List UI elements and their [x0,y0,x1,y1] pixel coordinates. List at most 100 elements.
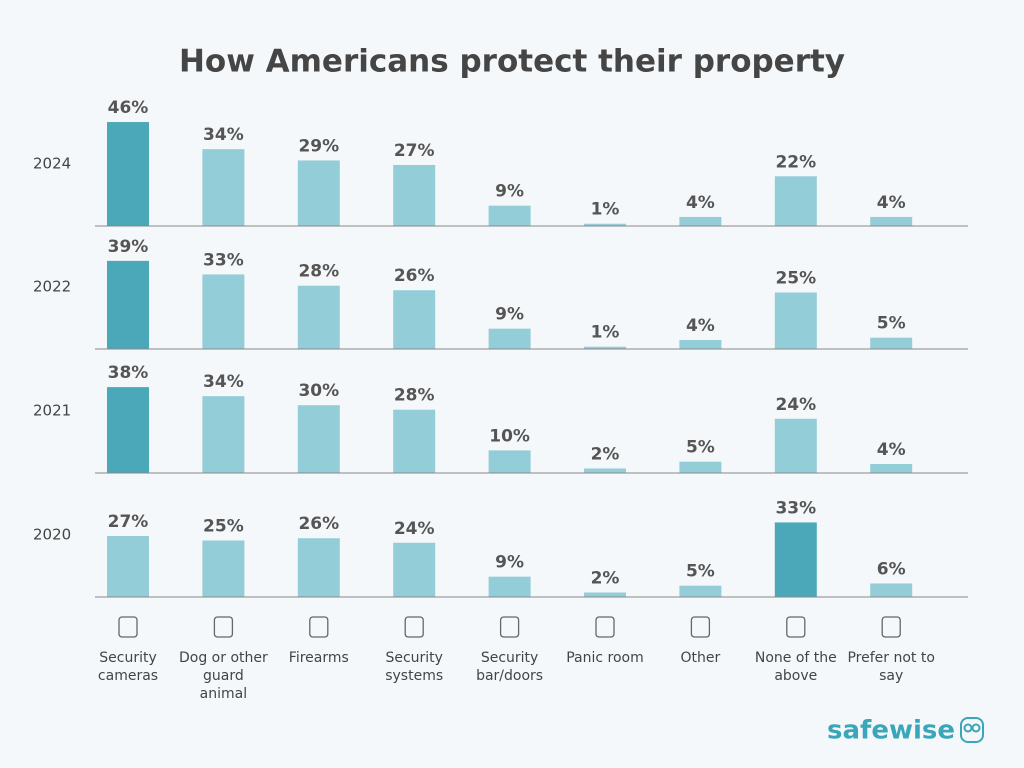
x-tick-label: Firearms [288,650,349,666]
x-tick-label: Security bar/doors [476,650,544,684]
value-label: 33% [775,498,816,518]
value-label: 5% [686,562,715,582]
bar [393,409,436,473]
bar [393,290,436,349]
icon-shape [118,616,138,638]
value-label: 6% [877,559,906,579]
series-label: 2020 [33,526,71,544]
bar [107,535,149,597]
value-label: 27% [394,141,435,161]
bar [297,405,340,473]
x-tick-label: None of the above [754,650,837,684]
bar [679,216,722,226]
bar [488,576,531,597]
icon-shape [786,616,806,638]
value-label: 26% [394,266,435,286]
value-label: 33% [203,250,244,270]
bar [584,468,626,473]
x-tick-label: Dog or other guard animal [179,650,268,702]
bar [870,583,913,597]
value-label: 46% [108,98,149,118]
bar [679,461,722,473]
value-label: 38% [108,363,149,383]
value-label: 27% [108,512,149,532]
value-label: 24% [775,395,816,415]
value-label: 4% [686,193,715,213]
value-label: 2% [591,444,620,464]
value-label: 10% [489,426,530,446]
bar [107,387,149,473]
logo: safewise [827,716,955,746]
bar [870,337,913,349]
x-tick-label: Security cameras [97,650,159,684]
x-tick-label: Prefer not to say [847,650,935,684]
value-label: 39% [108,237,149,257]
logo-icon [960,717,984,743]
bar [870,463,913,473]
x-tick-label: Other [680,650,721,666]
value-label: 25% [203,517,244,537]
bar [774,418,817,473]
value-label: 24% [394,519,435,539]
series-label: 2022 [33,278,71,296]
bar [393,164,436,226]
bar [679,585,722,597]
value-label: 28% [394,386,435,406]
value-label: 1% [591,323,620,343]
bar [202,396,245,473]
value-label: 9% [495,182,524,202]
icon-shape [881,616,901,638]
bar [393,542,436,597]
value-label: 22% [775,152,816,172]
bar [202,274,245,349]
bar [488,328,531,349]
bar [774,176,817,226]
value-label: 4% [877,440,906,460]
icon-shape [690,616,711,638]
bar [584,223,626,226]
value-label: 4% [686,316,715,336]
value-label: 9% [495,305,524,325]
bar [297,538,340,597]
bar [297,160,340,226]
bar [297,285,340,349]
bar [774,522,817,597]
category-icon [690,616,711,638]
icon-shape [499,616,520,638]
value-label: 1% [591,200,620,220]
bar [107,122,149,226]
category-icon [786,616,806,638]
category-icon [118,616,138,638]
category-icon [404,616,424,638]
bar [774,292,817,349]
bar [870,216,913,226]
bar [584,592,626,597]
value-label: 26% [298,514,339,534]
category-icon [881,616,901,638]
value-label: 34% [203,372,244,392]
series-label: 2024 [33,155,71,173]
category-icon [499,616,520,638]
value-label: 30% [298,381,339,401]
bar [584,346,626,349]
value-label: 4% [877,193,906,213]
x-tick-label: Panic room [566,650,644,666]
x-tick-label: Security systems [385,650,444,684]
chart-title: How Americans protect their property [179,44,845,80]
icon-shape [595,616,615,638]
icon-shape [213,616,234,638]
category-icon [595,616,615,638]
bar [488,205,531,226]
category-icon [213,616,234,638]
value-label: 34% [203,125,244,145]
value-label: 28% [298,262,339,282]
value-label: 29% [298,136,339,156]
value-label: 5% [877,314,906,334]
icon-shape [404,616,424,638]
value-label: 9% [495,553,524,573]
value-label: 25% [775,269,816,289]
category-icon [309,616,329,638]
value-label: 2% [591,568,620,588]
bar [679,339,722,349]
